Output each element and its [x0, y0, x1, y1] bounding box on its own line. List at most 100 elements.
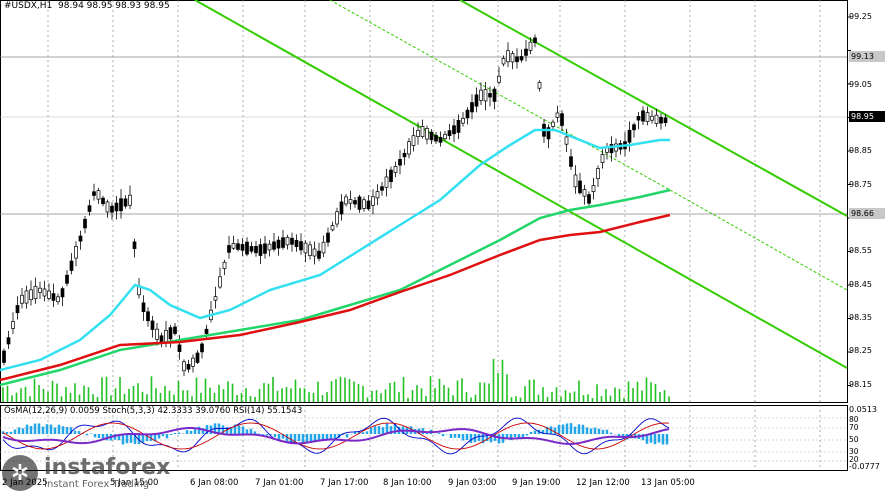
candle-body — [501, 58, 506, 65]
candle-body — [537, 81, 542, 89]
candle-body — [452, 125, 456, 135]
candle-body — [492, 88, 497, 102]
candle-body — [56, 296, 60, 303]
candle-body — [155, 328, 159, 340]
candle-body — [249, 246, 254, 252]
price-label: 98.45 — [849, 280, 872, 289]
stoch-signal-line — [2, 422, 670, 450]
candle-body — [641, 110, 645, 122]
candle-body — [42, 288, 47, 297]
time-label: 9 Jan 03:00 — [448, 478, 497, 488]
time-label: 6 Jan 08:00 — [190, 478, 239, 488]
candle-body — [564, 136, 569, 145]
candle-body — [357, 196, 362, 210]
candle-body — [636, 116, 641, 121]
logo-tagline: Instant Forex Trading — [44, 478, 150, 490]
candle-body — [465, 109, 470, 119]
candle-body — [263, 243, 267, 254]
candle-body — [389, 169, 393, 182]
candle-body — [128, 194, 132, 206]
candle-body — [533, 37, 537, 43]
candle-body — [186, 363, 191, 370]
candle-body — [236, 243, 240, 250]
candle-body — [402, 152, 407, 158]
candle-body — [11, 321, 15, 329]
candle-body — [299, 241, 303, 251]
time-label: 7 Jan 17:00 — [320, 478, 369, 488]
candle-body — [344, 196, 348, 205]
candle-body — [168, 327, 173, 340]
candle-body — [366, 200, 371, 210]
price-label: 98.55 — [849, 246, 872, 255]
candle-body — [38, 287, 42, 293]
candle-body — [258, 244, 263, 256]
indicator-frame — [0, 405, 848, 471]
candle-body — [519, 56, 524, 61]
brand-logo: ✲ instaforex Instant Forex Trading — [2, 455, 170, 491]
candle-body — [173, 326, 177, 334]
candle-body — [524, 48, 528, 56]
chart-symbol: #USDX,H1 — [4, 1, 53, 11]
candle-body — [384, 176, 389, 188]
candle-body — [627, 129, 632, 143]
candle-body — [182, 361, 186, 372]
channel-mid-line-ext — [669, 189, 848, 291]
candle-body — [101, 197, 105, 205]
channel-mid-line — [329, 0, 671, 191]
candle-body — [285, 236, 290, 246]
candle-body — [141, 302, 146, 312]
candle-body — [123, 198, 128, 207]
candle-body — [443, 133, 447, 140]
candle-body — [20, 294, 24, 304]
indicator-label: -0.0777 — [849, 462, 880, 471]
price-label: 99.25 — [849, 12, 872, 21]
candle-body — [420, 126, 425, 137]
candle-body — [330, 225, 335, 231]
candle-body — [83, 218, 87, 229]
candle-body — [87, 205, 92, 212]
candle-body — [303, 242, 308, 254]
logo-icon: ✲ — [2, 455, 38, 491]
candle-body — [569, 156, 573, 167]
price-tag-upper: 99.13 — [849, 51, 885, 62]
candle-body — [600, 154, 605, 163]
candle-body — [276, 239, 281, 249]
candle-body — [213, 296, 218, 301]
candle-body — [132, 241, 137, 249]
time-label: 13 Jan 05:00 — [641, 478, 695, 488]
candle-body — [411, 135, 416, 146]
candle-body — [438, 137, 443, 143]
candle-body — [240, 244, 245, 251]
price-label: 98.85 — [849, 146, 872, 155]
candle-body — [222, 261, 227, 269]
indicator-title: OsMA(12,26,9) 0.0059 Stoch(5,3,3) 42.333… — [4, 406, 303, 416]
candle-body — [573, 174, 578, 188]
price-label: 99.05 — [849, 80, 872, 89]
candle-body — [596, 168, 600, 179]
candle-body — [78, 235, 83, 242]
candle-body — [555, 112, 560, 118]
candle-body — [546, 127, 551, 140]
main-frame — [0, 0, 848, 403]
candle-body — [587, 194, 591, 204]
ma-slow-line — [0, 213, 671, 382]
candle-body — [416, 130, 420, 137]
price-label: 98.25 — [849, 346, 872, 355]
price-tag-lower: 98.66 — [849, 208, 885, 219]
candle-body — [308, 244, 312, 256]
candle-body — [267, 243, 272, 251]
candle-body — [200, 343, 204, 353]
indicator-label: 80 — [849, 415, 859, 424]
candle-body — [407, 141, 411, 155]
candle-body — [348, 199, 353, 204]
candle-body — [114, 202, 119, 212]
candle-body — [65, 274, 69, 284]
candle-body — [582, 189, 587, 197]
price-tag-current: 98.95 — [849, 111, 885, 122]
candle-body — [353, 200, 357, 205]
indicator-label: 30 — [849, 447, 859, 456]
candle-body — [317, 250, 321, 259]
rsi-line — [2, 427, 670, 445]
candle-body — [164, 329, 168, 343]
